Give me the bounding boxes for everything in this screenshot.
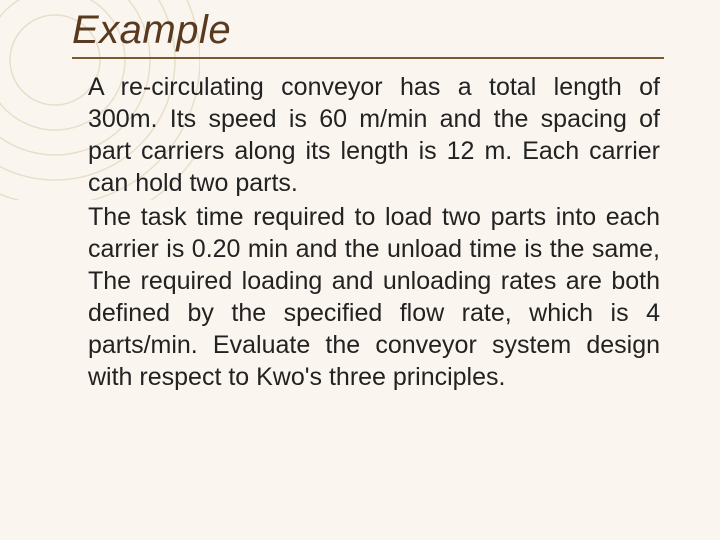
paragraph-1: A re-circulating conveyor has a total le… [88, 71, 660, 199]
slide-content: Example A re-circulating conveyor has a … [0, 0, 720, 393]
paragraph-2: The task time required to load two parts… [88, 201, 660, 393]
slide-title: Example [72, 8, 664, 59]
slide-body: A re-circulating conveyor has a total le… [72, 71, 664, 393]
